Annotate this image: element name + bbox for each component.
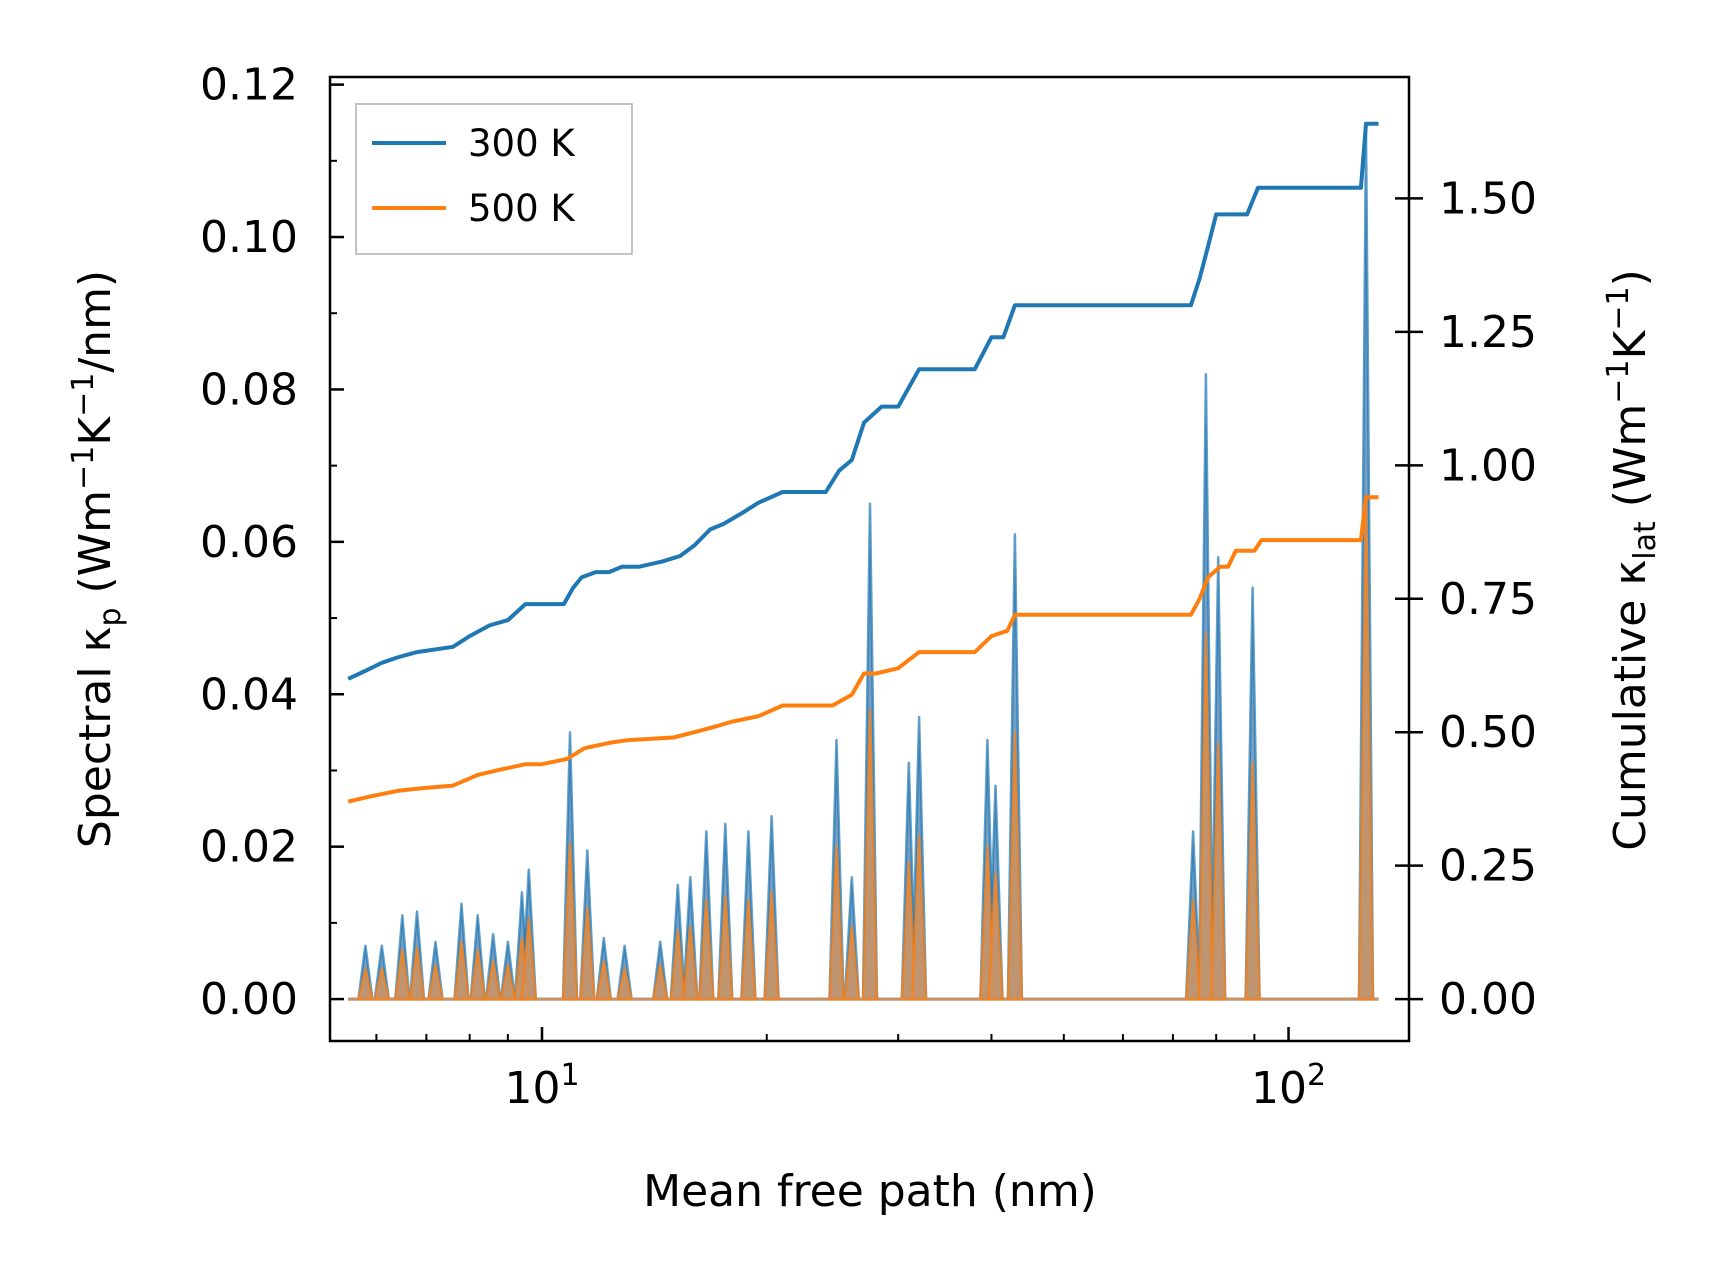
spectral-peak-1-30 xyxy=(1184,898,1202,1001)
spectral-peak-1-34 xyxy=(1357,494,1375,1001)
spectral-series-1 xyxy=(348,494,1379,1001)
left-tick-label-4: 0.08 xyxy=(200,364,298,415)
right-tick-label-2: 0.50 xyxy=(1439,707,1537,758)
spectral-peak-1-28 xyxy=(987,872,1004,1001)
left-tick-label-0: 0.00 xyxy=(200,974,298,1025)
spectral-peak-1-7 xyxy=(484,959,502,1001)
left-tick-label-6: 0.12 xyxy=(200,60,298,111)
cumulative-line-1 xyxy=(347,495,1379,804)
spectral-peak-1-25 xyxy=(900,860,918,1001)
right-tick-label-6: 1.50 xyxy=(1439,173,1537,224)
cumulative-line-0 xyxy=(347,121,1379,681)
right-y-axis-ticks: 0.00 0.25 0.50 0.75 1.00 1.25 1.50 xyxy=(1395,173,1537,1025)
spectral-peak-1-17 xyxy=(682,925,699,1001)
spectral-peak-1-0 xyxy=(357,967,374,1001)
spectral-peak-1-21 xyxy=(763,891,780,1001)
spectral-peak-1-14 xyxy=(616,967,633,1001)
spectral-peak-1-26 xyxy=(910,833,928,1001)
spectral-peak-1-31 xyxy=(1197,632,1215,1001)
x-tick-label-1: 102 xyxy=(1251,1058,1326,1114)
cumulative-series-layer xyxy=(347,121,1379,804)
x-axis-ticks: 101 102 xyxy=(375,1027,1326,1114)
spectral-peak-1-10 xyxy=(520,917,538,1001)
left-tick-label-5: 0.10 xyxy=(200,212,298,263)
spectral-peak-1-20 xyxy=(740,898,757,1001)
left-tick-label-2: 0.04 xyxy=(200,669,298,720)
spectral-peak-1-8 xyxy=(499,963,517,1001)
plot-frame xyxy=(328,75,1411,1043)
right-y-axis-label: Cumulative κlat (Wm−1K−1) xyxy=(1601,269,1663,851)
spectral-peak-1-4 xyxy=(427,963,444,1001)
spectral-peak-1-33 xyxy=(1244,761,1261,1001)
right-tick-label-3: 0.75 xyxy=(1439,574,1537,625)
legend-label-300k: 300 K xyxy=(468,122,576,165)
spectral-peak-1-15 xyxy=(651,963,669,1001)
spectral-peak-1-1 xyxy=(373,967,391,1001)
spectral-peak-1-11 xyxy=(561,841,579,1001)
legend: 300 K 500 K xyxy=(355,103,633,255)
legend-frame xyxy=(355,103,633,255)
spectral-peak-1-13 xyxy=(595,959,613,1001)
left-tick-label-3: 0.06 xyxy=(200,517,298,568)
x-tick-label-0: 101 xyxy=(504,1058,579,1114)
spectral-series-layer xyxy=(348,129,1379,1001)
spectral-peak-1-19 xyxy=(717,894,734,1001)
spectral-peak-1-16 xyxy=(669,929,687,1001)
legend-label-500k: 500 K xyxy=(468,187,576,230)
spectral-peak-1-29 xyxy=(1006,731,1024,1001)
left-tick-label-1: 0.02 xyxy=(200,822,298,873)
spectral-peak-1-32 xyxy=(1209,742,1227,1001)
right-tick-label-0: 0.00 xyxy=(1439,974,1537,1025)
spectral-peak-1-12 xyxy=(579,906,596,1001)
left-y-axis-ticks: 0.00 0.02 0.04 0.06 0.08 0.10 0.12 xyxy=(200,60,344,1025)
left-y-axis-label: Spectral κp (Wm−1K−1/nm) xyxy=(66,270,128,848)
right-tick-label-1: 0.25 xyxy=(1439,841,1537,892)
spectral-peak-1-24 xyxy=(861,708,879,1001)
spectral-peak-1-3 xyxy=(408,946,426,1001)
right-tick-label-4: 1.00 xyxy=(1439,440,1537,491)
spectral-peak-1-2 xyxy=(394,948,411,1001)
spectral-peak-1-22 xyxy=(828,845,845,1001)
x-axis-label: Mean free path (nm) xyxy=(643,1166,1097,1217)
spectral-peak-1-23 xyxy=(843,925,861,1001)
spectral-peak-1-6 xyxy=(469,948,486,1001)
spectral-peak-1-5 xyxy=(453,940,470,1001)
spectral-peak-1-18 xyxy=(698,898,715,1001)
right-tick-label-5: 1.25 xyxy=(1439,307,1537,358)
